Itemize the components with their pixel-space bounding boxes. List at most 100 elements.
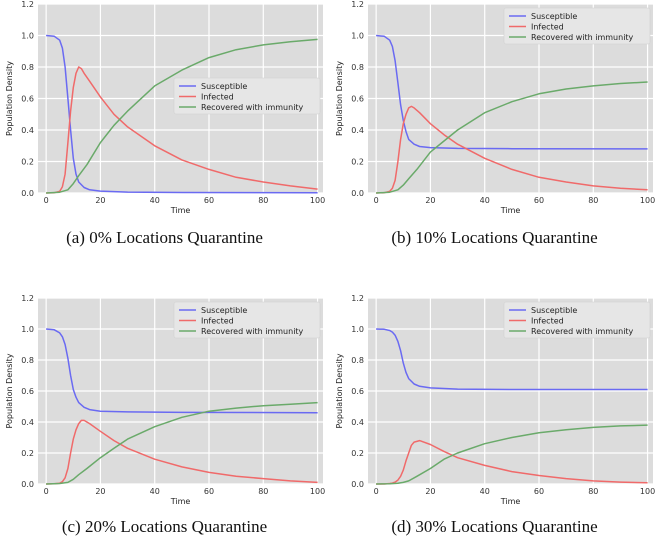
- legend-box: [503, 301, 651, 339]
- y-tick-label: 0.4: [21, 126, 34, 135]
- x-tick-label: 100: [640, 487, 655, 496]
- chart-caption-b: (b) 10% Locations Quarantine: [391, 228, 598, 247]
- y-axis-label: Population Density: [5, 61, 14, 136]
- y-tick-label: 0.0: [351, 480, 364, 489]
- legend-label-susceptible: Susceptible: [531, 306, 577, 315]
- y-tick-label: 1.2: [21, 294, 34, 303]
- x-tick-label: 20: [425, 487, 435, 496]
- y-tick-label: 0.2: [351, 158, 364, 167]
- legend-label-susceptible: Susceptible: [201, 82, 247, 91]
- y-tick-label: 0.0: [351, 189, 364, 198]
- y-tick-label: 1.2: [351, 0, 364, 9]
- y-tick-label: 0.8: [351, 356, 364, 365]
- series-line-infected: [376, 105, 648, 194]
- x-tick-label: 60: [204, 487, 214, 496]
- legend-label-infected: Infected: [201, 93, 234, 102]
- y-tick-label: 1.0: [21, 32, 34, 41]
- x-tick-label: 40: [150, 196, 160, 205]
- x-tick-label: 40: [480, 196, 490, 205]
- series-line-recovered: [46, 38, 318, 194]
- y-tick-label: 0.0: [21, 480, 34, 489]
- y-tick-label: 1.0: [21, 325, 34, 334]
- x-axis-label: Time: [500, 206, 521, 215]
- y-tick-label: 0.2: [21, 449, 34, 458]
- x-tick-label: 0: [374, 196, 379, 205]
- series-line-susceptible: [46, 328, 318, 414]
- x-tick-label: 0: [44, 487, 49, 496]
- y-tick-label: 0.2: [21, 158, 34, 167]
- x-tick-label: 0: [44, 196, 49, 205]
- series-line-recovered: [376, 81, 648, 194]
- legend-box: [173, 77, 321, 115]
- legend-box: [503, 7, 651, 45]
- series-line-infected: [376, 439, 648, 485]
- x-tick-label: 100: [640, 196, 655, 205]
- series-line-recovered: [376, 424, 648, 485]
- y-tick-label: 0.6: [351, 95, 364, 104]
- legend-label-infected: Infected: [531, 23, 564, 32]
- legend-label-recovered: Recovered with immunity: [201, 327, 304, 336]
- x-tick-label: 60: [204, 196, 214, 205]
- x-tick-label: 20: [95, 487, 105, 496]
- series-line-susceptible: [46, 34, 318, 194]
- x-tick-label: 80: [258, 196, 268, 205]
- x-tick-label: 60: [534, 196, 544, 205]
- legend-box: [173, 301, 321, 339]
- y-tick-label: 1.0: [351, 32, 364, 41]
- y-tick-label: 0.4: [351, 126, 364, 135]
- series-line-susceptible: [376, 34, 648, 150]
- x-tick-label: 80: [588, 196, 598, 205]
- x-tick-label: 40: [150, 487, 160, 496]
- legend-label-infected: Infected: [531, 317, 564, 326]
- x-tick-label: 60: [534, 487, 544, 496]
- y-tick-label: 0.8: [351, 63, 364, 72]
- chart-caption-a: (a) 0% Locations Quarantine: [66, 228, 263, 247]
- y-tick-label: 0.8: [21, 63, 34, 72]
- y-axis-label: Population Density: [5, 353, 14, 428]
- x-tick-label: 20: [95, 196, 105, 205]
- legend-label-recovered: Recovered with immunity: [531, 33, 634, 42]
- chart-panel-a: 0 20 40 60 80 100 0.0 0.2 0.4 0.6 0.8 1.0 1.2 Time Pop…: [0, 0, 329, 276]
- legend-label-recovered: Recovered with immunity: [531, 327, 634, 336]
- y-tick-label: 0.6: [21, 387, 34, 396]
- chart-c: 0 20 40 60 80 100 0.0 0.2 0.4 0.6 0.8 1.0 1.2 Time Pop…: [5, 294, 325, 506]
- chart-a: 0 20 40 60 80 100 0.0 0.2 0.4 0.6 0.8 1.0 1.2 Time Pop…: [5, 0, 325, 215]
- x-tick-label: 80: [588, 487, 598, 496]
- y-tick-label: 1.0: [351, 325, 364, 334]
- x-tick-label: 100: [310, 487, 325, 496]
- x-tick-label: 100: [310, 196, 325, 205]
- y-tick-label: 1.2: [351, 294, 364, 303]
- y-axis-label: Population Density: [335, 61, 344, 136]
- legend-label-recovered: Recovered with immunity: [201, 103, 304, 112]
- x-axis-label: Time: [500, 497, 521, 506]
- x-tick-label: 80: [258, 487, 268, 496]
- series-line-infected: [46, 66, 318, 194]
- series-line-recovered: [46, 401, 318, 485]
- legend-label-infected: Infected: [201, 317, 234, 326]
- chart-b: 0 20 40 60 80 100 0.0 0.2 0.4 0.6 0.8 1.0 1.2 Time Pop…: [335, 0, 655, 215]
- series-line-infected: [46, 419, 318, 485]
- chart-caption-c: (c) 20% Locations Quarantine: [61, 517, 268, 536]
- y-tick-label: 0.6: [351, 387, 364, 396]
- y-tick-label: 0.2: [351, 449, 364, 458]
- x-axis-label: Time: [170, 206, 191, 215]
- y-tick-label: 0.4: [351, 418, 364, 427]
- y-tick-label: 0.8: [21, 356, 34, 365]
- series-line-susceptible: [376, 328, 648, 391]
- legend-label-susceptible: Susceptible: [201, 306, 247, 315]
- x-tick-label: 20: [425, 196, 435, 205]
- chart-d: 0 20 40 60 80 100 0.0 0.2 0.4 0.6 0.8 1.0 1.2 Time Pop…: [335, 294, 655, 506]
- x-tick-label: 40: [480, 487, 490, 496]
- x-axis-label: Time: [170, 497, 191, 506]
- legend-label-susceptible: Susceptible: [531, 12, 577, 21]
- y-tick-label: 0.6: [21, 95, 34, 104]
- chart-caption-d: (d) 30% Locations Quarantine: [391, 517, 598, 536]
- y-tick-label: 0.0: [21, 189, 34, 198]
- chart-panel-d: 0 20 40 60 80 100 0.0 0.2 0.4 0.6 0.8 1.0 1.2 Time Pop…: [330, 277, 659, 553]
- y-tick-label: 1.2: [21, 0, 34, 9]
- y-tick-label: 0.4: [21, 418, 34, 427]
